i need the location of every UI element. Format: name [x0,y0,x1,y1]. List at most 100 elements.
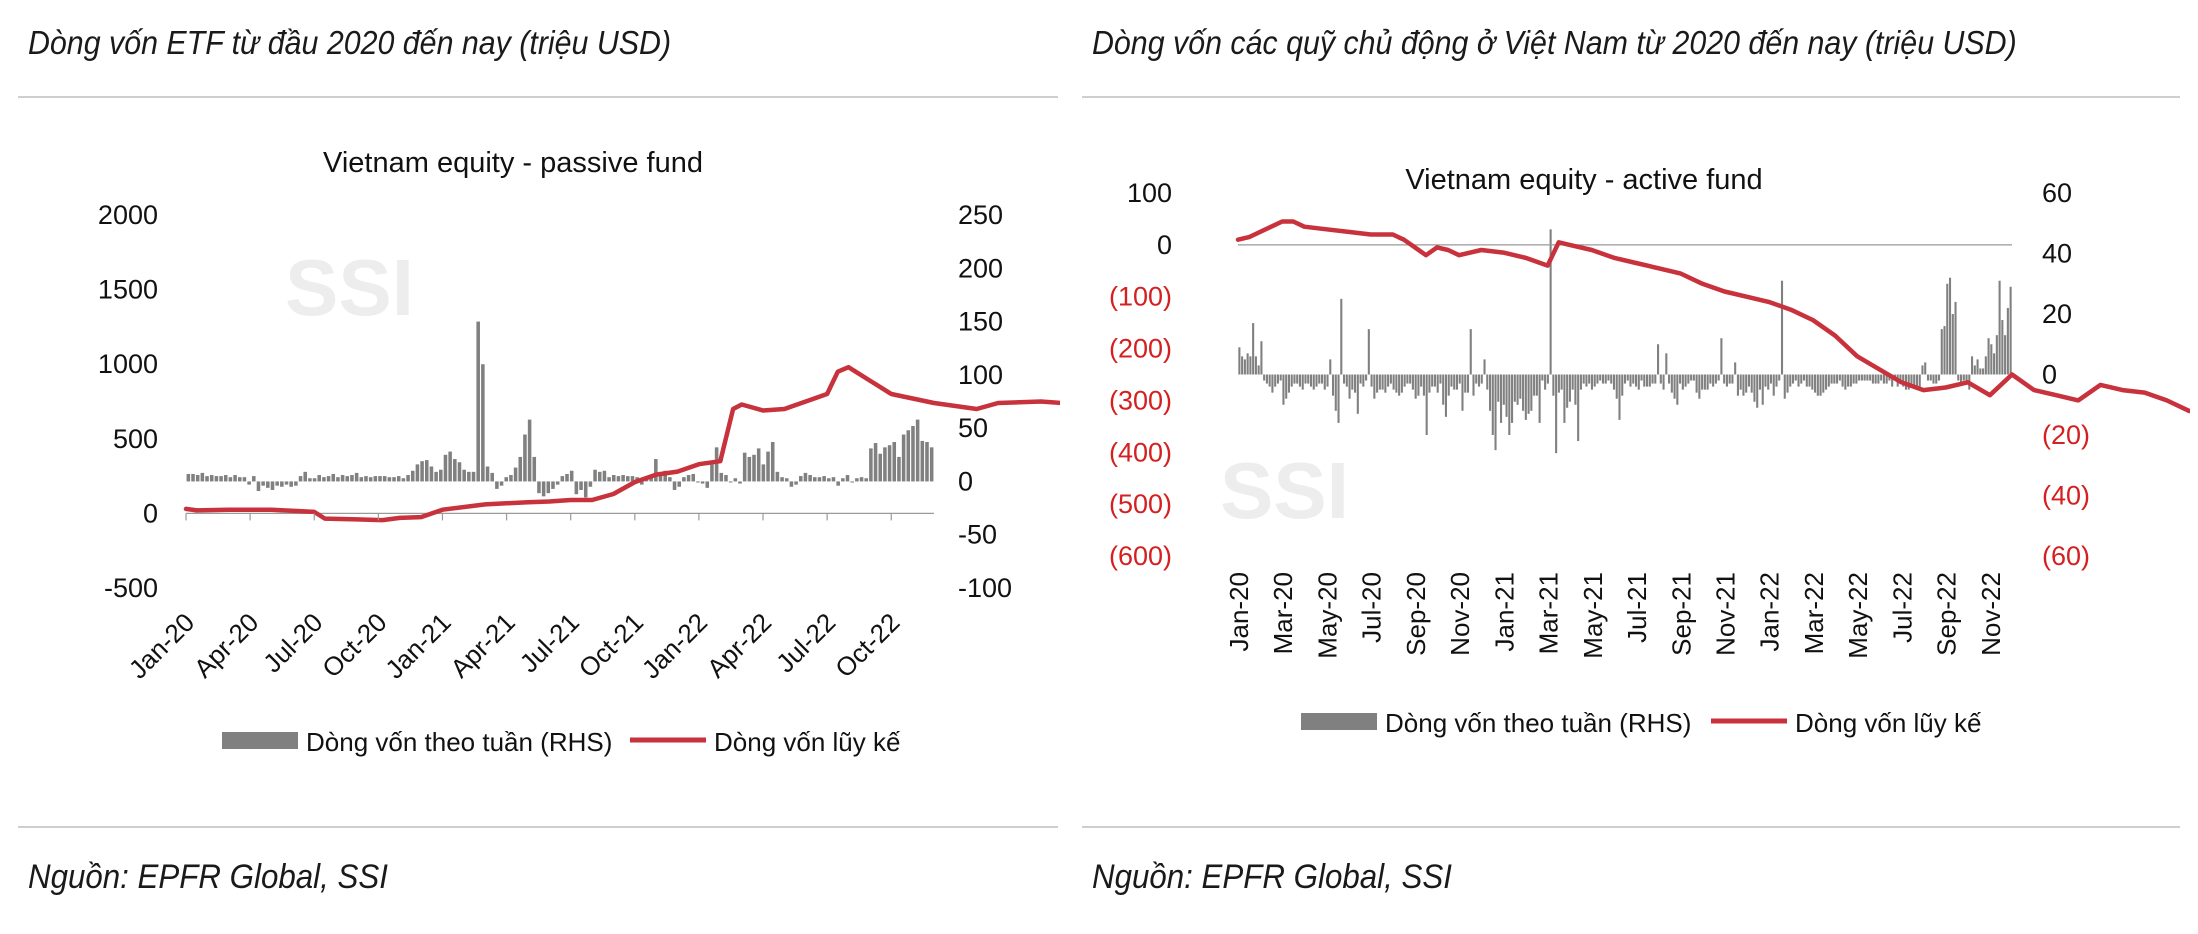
weekly-flow-bar [317,475,322,482]
weekly-flow-bar [808,475,812,482]
right-axis-tick-label: 200 [958,253,1003,283]
weekly-flow-bar [1560,374,1563,390]
weekly-flow-bar [186,473,191,482]
weekly-flow-bar [1849,374,1852,387]
weekly-flow-bar [1836,374,1839,384]
weekly-flow-bar [1411,374,1414,390]
weekly-flow-bar [1480,374,1483,384]
weekly-flow-bar [1852,374,1855,384]
weekly-flow-bar [340,475,345,482]
weekly-flow-bar [1596,374,1599,384]
weekly-flow-bar [1254,356,1257,375]
x-axis-tick-label: Oct-20 [316,607,392,683]
weekly-flow-bar [237,477,242,482]
right-source-note: Nguồn: EPFR Global, SSI [1092,858,1452,896]
weekly-flow-bar [1249,356,1252,375]
weekly-flow-bar [1827,374,1830,387]
weekly-flow-bar [1681,374,1684,390]
weekly-flow-bar [1522,374,1525,411]
weekly-flow-bar [920,440,925,482]
weekly-flow-bar [1797,374,1800,387]
right-axis-tick-label: 250 [958,200,1003,230]
weekly-flow-bar [1684,374,1687,387]
weekly-flow-bar [1464,374,1467,393]
weekly-flow-bar [1623,374,1627,384]
left-source-note: Nguồn: EPFR Global, SSI [28,858,388,896]
left-axis-tick-label: (500) [1109,489,1172,519]
weekly-flow-bar [1238,347,1241,375]
weekly-flow-bar [1882,374,1885,384]
weekly-flow-bar [481,364,485,482]
weekly-flow-bar [1271,374,1274,393]
weekly-flow-bar [1546,374,1549,384]
weekly-flow-bar [322,477,326,482]
weekly-flow-bar [1571,374,1574,390]
weekly-flow-bar [1756,374,1759,408]
legend: Dòng vốn theo tuần (RHS) Dòng vốn lũy kế [222,727,901,757]
weekly-flow-bar [831,477,836,482]
weekly-flow-bar [266,481,270,488]
weekly-flow-bar [1538,374,1541,423]
weekly-flow-bar [1301,374,1304,390]
weekly-flow-bar [728,481,733,483]
weekly-flow-bar [387,477,392,482]
weekly-flow-bar [1296,374,1299,384]
weekly-flow-bar [1519,374,1522,399]
weekly-flow-bar [1629,374,1632,387]
weekly-flow-bar [513,467,518,482]
weekly-flow-bar [668,477,672,482]
weekly-flow-bar [457,462,462,482]
chart-title: Vietnam equity - passive fund [323,147,703,179]
weekly-flow-bar [1847,374,1850,387]
weekly-flow-bar [1695,374,1698,393]
weekly-flow-bar [289,481,293,487]
weekly-flow-bar [523,434,527,482]
weekly-flow-bar [827,478,831,482]
weekly-flow-bar [565,473,569,482]
weekly-flow-bar [761,464,766,482]
weekly-flow-bar [1800,374,1803,384]
weekly-flow-bar [439,469,443,482]
weekly-flow-bar [448,451,452,482]
weekly-flow-bar [1395,374,1398,393]
x-axis-tick-label: Jul-20 [1357,572,1387,643]
weekly-flow-bar [1805,374,1808,387]
weekly-flow-bar [1772,374,1775,396]
weekly-flow-bar [195,475,200,482]
x-axis-tick-label: May-22 [1843,572,1873,659]
legend-bar-label: Dòng vốn theo tuần (RHS) [306,727,612,757]
weekly-flow-bar [1736,374,1739,396]
weekly-flow-bar [579,481,583,490]
weekly-flow-bar [1320,374,1324,384]
weekly-flow-bar [1651,374,1654,384]
weekly-flow-bar [1662,374,1665,390]
weekly-flow-bar [901,434,906,482]
weekly-flow-bar [1731,374,1734,384]
weekly-flow-bar [1331,374,1335,396]
x-axis-tick-label: Jan-20 [123,607,200,684]
weekly-flow-bar [298,476,303,482]
weekly-flow-bar [1290,374,1293,387]
right-axis-tick-label: 20 [2042,299,2072,329]
weekly-flow-bar [233,475,237,482]
weekly-flow-bar [1276,374,1279,384]
weekly-flow-bar [560,476,565,482]
weekly-flow-bar [1869,374,1872,381]
weekly-flow-bar [1436,374,1439,393]
weekly-flow-bar [1921,365,1924,375]
weekly-flow-bar [1263,374,1266,381]
weekly-flow-bar [392,477,396,482]
weekly-flow-bar [1607,374,1610,381]
left-bottom-rule [18,826,1058,828]
weekly-flow-bar [205,476,209,482]
x-axis-tick-label: Jul-21 [1622,572,1652,643]
weekly-flow-bar [672,481,677,490]
weekly-flow-bar [775,471,780,482]
x-axis-tick-label: Oct-22 [829,607,905,683]
left-top-rule [18,96,1058,98]
weekly-flow-bar [1816,374,1819,396]
weekly-flow-bar [256,481,261,492]
weekly-flow-bar [1444,374,1447,417]
weekly-flow-bar [1937,374,1941,381]
weekly-flow-bar [1398,374,1401,396]
